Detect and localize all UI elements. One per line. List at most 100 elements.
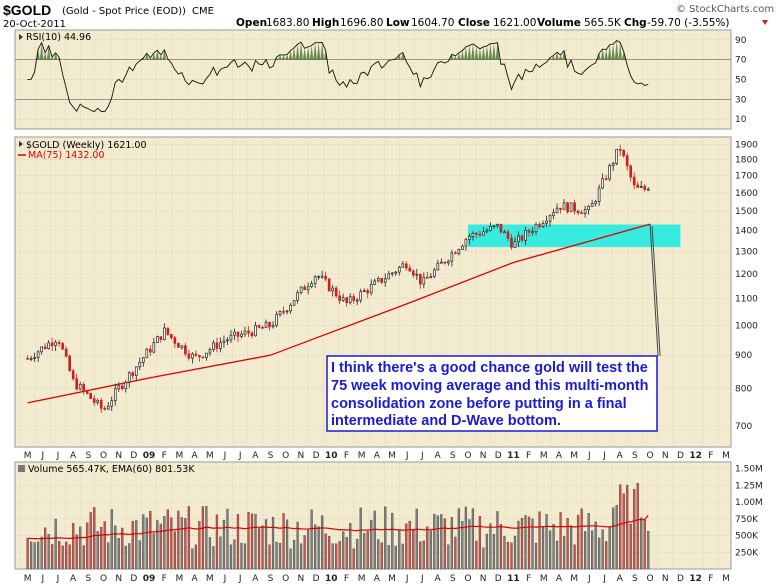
volume-bar xyxy=(72,523,75,570)
volume-bar xyxy=(619,484,622,570)
volume-bar xyxy=(159,523,162,570)
volume-bar xyxy=(545,514,548,570)
candle-body xyxy=(359,291,363,301)
volume-bar xyxy=(117,538,120,570)
candle-body xyxy=(608,165,611,180)
x-tick-label: J xyxy=(40,574,44,584)
volume-bar xyxy=(243,543,247,570)
volume-bar xyxy=(384,506,387,570)
x-tick-label: N xyxy=(115,574,122,584)
volume-bar xyxy=(205,506,208,570)
candle-body xyxy=(61,343,64,350)
annotation-line-1: I think there's a good chance gold will … xyxy=(331,360,648,376)
volume-bar xyxy=(54,518,57,570)
x-tick-label: M xyxy=(176,574,184,584)
volume-bar xyxy=(215,514,219,570)
candle-body xyxy=(198,355,201,358)
candle-body xyxy=(369,284,373,294)
candle-body xyxy=(106,405,110,410)
rsi-y-axis: 90 70 50 30 10 xyxy=(735,36,747,125)
volume-bar xyxy=(377,539,380,570)
x-tick-label: D xyxy=(313,451,320,461)
candle-body xyxy=(464,239,468,247)
candle-body xyxy=(443,261,447,264)
candle-body xyxy=(163,327,166,340)
rsi-tick-label: 30 xyxy=(735,95,747,105)
volume-bar xyxy=(289,548,292,570)
volume-bar xyxy=(68,544,71,570)
candle-body xyxy=(415,273,419,276)
candle-body xyxy=(555,207,559,214)
x-tick-label: J xyxy=(587,574,591,584)
x-tick-label: 09 xyxy=(143,574,156,584)
volume-bar xyxy=(615,504,618,570)
candle-body xyxy=(50,342,54,346)
volume-bar xyxy=(489,523,492,570)
volume-bar xyxy=(524,515,527,570)
open-value: 1683.80 xyxy=(266,17,309,29)
candle-body xyxy=(527,230,531,233)
candle-body xyxy=(618,148,622,151)
candle-body xyxy=(408,267,412,272)
x-tick-label: M xyxy=(540,574,548,584)
candle-body xyxy=(177,342,180,348)
candle-body xyxy=(383,278,387,283)
volume-bar xyxy=(271,516,275,570)
candle-body xyxy=(131,372,135,376)
candle-body xyxy=(71,370,75,380)
volume-bar xyxy=(233,539,236,570)
x-tick-label: J xyxy=(223,574,227,584)
x-tick-label: M xyxy=(722,574,730,584)
volume-bar xyxy=(629,523,632,570)
x-tick-label: M xyxy=(570,574,578,584)
x-tick-label: A xyxy=(252,451,259,461)
volume-bar xyxy=(443,518,446,570)
volume-bar xyxy=(247,512,250,570)
price-legend: $GOLD (Weekly) 1621.00 MA(75) 1432.00 xyxy=(18,140,147,161)
chart-exchange: CME xyxy=(192,6,214,17)
volume-bar xyxy=(145,517,148,570)
price-y-axis: 1900 1800 1700 1600 1500 1400 1300 1200 1100 1000… xyxy=(735,140,758,432)
volume-bar xyxy=(436,515,439,570)
x-tick-label: 12 xyxy=(689,574,702,584)
volume-bar xyxy=(380,542,383,570)
candle-body xyxy=(103,407,107,410)
candle-body xyxy=(601,178,604,189)
volume-bar xyxy=(321,515,324,570)
volume-bar xyxy=(93,507,96,570)
candle-body xyxy=(503,231,506,234)
volume-bar xyxy=(622,493,625,570)
volume-bar xyxy=(475,540,478,570)
candle-body xyxy=(78,384,82,390)
candle-body xyxy=(170,334,173,338)
candle-body xyxy=(236,331,240,337)
price-tick-label: 1200 xyxy=(735,270,758,280)
volume-bar xyxy=(306,530,310,570)
volume-bar xyxy=(142,514,145,570)
candle-body xyxy=(348,296,352,304)
candle-body xyxy=(138,361,142,368)
volume-tick-label: 1.50M xyxy=(735,465,763,475)
volume-bar xyxy=(135,520,138,570)
x-tick-label: F xyxy=(344,451,349,461)
chg-label: Chg xyxy=(624,17,647,29)
price-tick-label: 1700 xyxy=(735,172,758,182)
annotation-frame xyxy=(326,355,658,432)
candle-body xyxy=(489,225,492,231)
volume-bar xyxy=(468,519,471,570)
candle-body xyxy=(597,187,601,202)
chart-name: (Gold - Spot Price (EOD)) xyxy=(62,6,186,17)
x-tick-label: S xyxy=(632,451,638,461)
volume-bar xyxy=(184,518,187,570)
volume-value: 565.5K xyxy=(584,17,622,29)
volume-bar xyxy=(359,507,362,570)
rsi-tick-label: 10 xyxy=(735,115,747,125)
volume-bar xyxy=(75,534,78,570)
candle-body xyxy=(261,327,264,329)
price-tick-label: 1600 xyxy=(735,189,758,199)
candle-body xyxy=(397,266,401,273)
x-tick-label: J xyxy=(587,451,591,461)
volume-bar xyxy=(257,528,261,570)
volume-bar xyxy=(464,506,468,570)
x-tick-label: M xyxy=(24,574,32,584)
